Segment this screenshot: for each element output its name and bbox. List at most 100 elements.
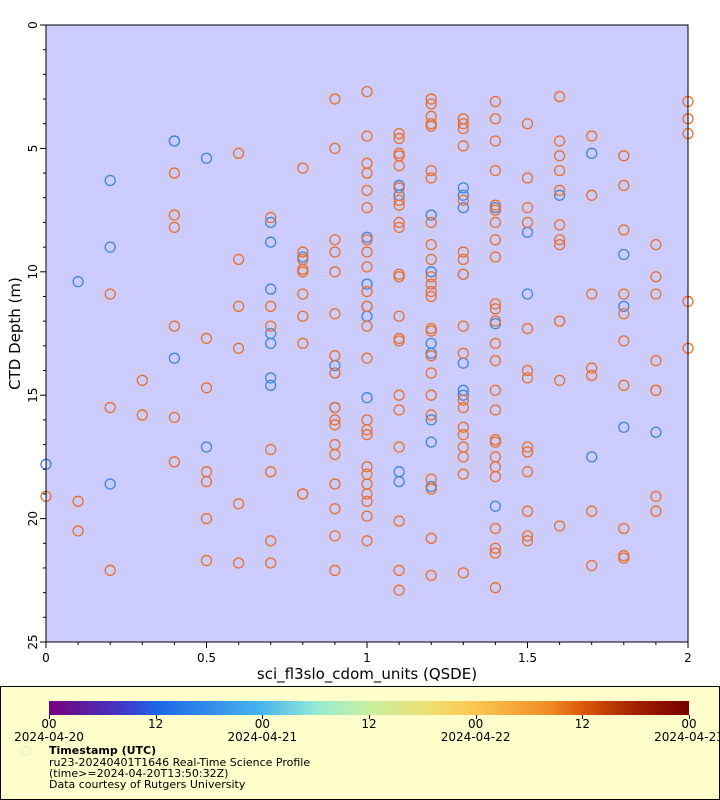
data-point	[72, 276, 84, 288]
data-point	[650, 490, 662, 503]
data-point	[618, 288, 630, 300]
colorbar-tick-date: 2024-04-22	[440, 730, 511, 744]
data-point	[489, 204, 502, 216]
data-point	[329, 308, 341, 320]
data-point	[136, 374, 148, 387]
data-point	[200, 512, 213, 525]
data-point	[586, 130, 598, 142]
data-point	[425, 271, 437, 283]
data-point	[586, 559, 598, 572]
data-point	[265, 443, 277, 456]
data-point	[521, 172, 534, 184]
data-point	[297, 266, 309, 278]
data-point	[297, 488, 309, 500]
y-axis-title: CTD Depth (m)	[6, 277, 24, 390]
colorbar-tick-mark	[475, 715, 477, 719]
data-point	[361, 429, 373, 441]
legend-dataset-line: ru23-20240401T1646 Real-Time Science Pro…	[49, 756, 311, 769]
data-point	[457, 468, 469, 480]
data-point	[457, 567, 469, 579]
legend-constraint-line: (time>=2024-04-20T13:50:32Z)	[49, 767, 229, 780]
data-point	[489, 436, 502, 448]
data-point	[265, 300, 277, 313]
data-point	[361, 488, 373, 500]
data-point	[586, 189, 598, 201]
data-point	[489, 234, 502, 246]
data-point	[265, 466, 277, 478]
data-point	[489, 404, 502, 416]
data-point	[200, 554, 213, 567]
data-point	[361, 392, 373, 404]
data-point	[457, 140, 469, 152]
data-point	[553, 520, 566, 532]
data-point	[329, 448, 341, 461]
data-point	[457, 246, 469, 258]
colorbar-tick-date: 2024-04-20	[14, 730, 84, 744]
data-point	[425, 414, 437, 426]
data-point	[361, 234, 373, 246]
data-point	[425, 93, 437, 105]
legend-title: Timestamp (UTC)	[49, 744, 157, 757]
data-point	[361, 167, 373, 179]
data-point	[618, 335, 630, 347]
data-point	[553, 135, 566, 147]
data-point	[521, 372, 534, 384]
data-point	[521, 201, 534, 214]
legend-credit-line: Data courtesy of Rutgers University	[49, 778, 246, 791]
data-point	[618, 300, 630, 313]
data-point	[457, 320, 469, 332]
colorbar-tick-mark	[262, 715, 264, 719]
legend-panel: 00 2024-04-20 12 00 2024-04-21 12 00 2024-04-22…	[0, 686, 720, 800]
data-point	[361, 184, 373, 197]
data-point	[168, 456, 181, 468]
data-point	[200, 332, 213, 345]
data-point	[457, 421, 469, 433]
data-point	[489, 164, 502, 177]
data-point	[650, 384, 662, 396]
data-point	[232, 557, 245, 569]
data-point	[521, 535, 534, 547]
x-tick-label: 0	[42, 651, 50, 665]
data-point	[104, 478, 116, 490]
data-point	[457, 118, 469, 130]
data-point	[425, 239, 437, 251]
x-tick-label: 2	[684, 651, 692, 665]
data-point	[586, 362, 598, 374]
data-point	[521, 364, 534, 377]
data-point	[521, 118, 534, 130]
data-point	[553, 219, 566, 231]
data-point	[425, 532, 437, 544]
data-point	[232, 147, 245, 159]
x-axis-title: sci_fl3slo_cdom_units (QSDE)	[257, 665, 477, 684]
data-point	[297, 288, 309, 300]
data-point	[457, 182, 469, 194]
y-tick-label: 0	[26, 21, 40, 29]
data-point	[136, 409, 148, 421]
data-point	[168, 411, 181, 424]
data-point	[489, 303, 502, 315]
data-point	[393, 221, 405, 234]
colorbar-tick-mark	[689, 715, 690, 719]
data-point	[265, 320, 277, 332]
colorbar-tick-hour: 00	[468, 717, 484, 731]
data-point	[489, 542, 502, 554]
data-point	[553, 234, 566, 246]
data-point	[425, 285, 437, 298]
data-point	[104, 288, 116, 300]
data-point	[457, 268, 469, 280]
x-axis-ticks: 0 0.5 1 1.5 2	[42, 642, 692, 665]
data-point	[425, 216, 437, 229]
data-point	[265, 211, 277, 224]
data-point	[457, 451, 469, 463]
data-point	[297, 162, 309, 174]
data-point	[168, 167, 181, 179]
data-point	[265, 216, 277, 229]
data-point	[329, 93, 341, 105]
y-tick-label: 10	[26, 264, 40, 279]
data-point	[521, 441, 534, 453]
data-point	[489, 337, 502, 350]
data-point	[489, 547, 502, 559]
data-point	[393, 271, 405, 283]
data-point	[104, 174, 116, 187]
data-point	[553, 374, 566, 387]
